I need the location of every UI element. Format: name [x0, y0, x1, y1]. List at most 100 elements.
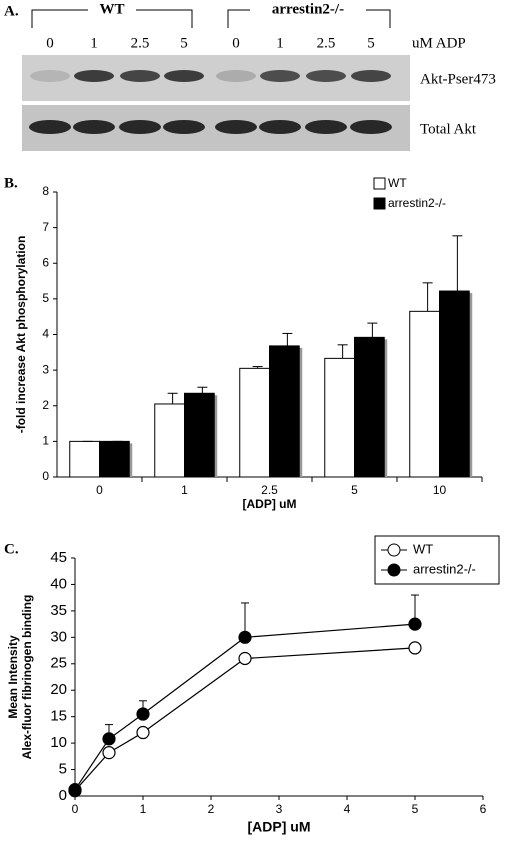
point: [102, 732, 116, 746]
y-axis-title: Alex-fluor fibrinogen binding: [20, 595, 34, 760]
bar: [99, 440, 130, 478]
bar: [354, 336, 385, 478]
band: [120, 70, 160, 82]
point: [238, 651, 252, 666]
bar: [409, 310, 440, 478]
legend-marker: [387, 563, 401, 577]
bar: [154, 403, 185, 478]
panel-label: A.: [4, 3, 19, 19]
series-line: [74, 623, 416, 790]
y-tick-label: 2: [42, 398, 49, 412]
y-tick-label: 40: [50, 575, 67, 592]
group-label: WT: [99, 1, 124, 17]
band: [351, 70, 391, 82]
lane-label: 1: [276, 35, 284, 51]
bar: [184, 392, 215, 478]
y-tick-label: 4: [42, 327, 49, 341]
x-axis-title: [ADP] uM: [248, 819, 311, 835]
bar: [269, 345, 300, 478]
y-tick-label: 30: [50, 628, 67, 645]
legend-marker: [387, 543, 401, 557]
legend-label: WT: [388, 176, 407, 190]
y-tick-label: 6: [42, 255, 49, 269]
lane-label: 5: [180, 35, 188, 51]
y-tick-label: 15: [50, 708, 67, 725]
point: [238, 630, 252, 644]
point: [102, 746, 116, 760]
group-bracket: [227, 9, 391, 28]
y-tick-label: 35: [50, 602, 67, 619]
x-tick-label: 1: [181, 483, 188, 497]
y-tick-label: 7: [42, 220, 49, 234]
point: [136, 725, 150, 740]
lane-label: 2.5: [317, 35, 336, 51]
y-tick-label: 1: [42, 434, 49, 448]
x-tick-label: 1: [140, 802, 147, 816]
row-label: Total Akt: [420, 121, 477, 137]
panel-label: B.: [4, 175, 18, 191]
y-tick-label: 25: [50, 655, 67, 672]
legend-swatch: [373, 177, 386, 190]
group-label: arrestin2-/-: [272, 1, 344, 17]
x-tick-label: 5: [412, 802, 419, 816]
band: [163, 120, 205, 134]
bar: [439, 290, 470, 478]
point: [408, 641, 422, 655]
lane-label: 1: [90, 35, 98, 51]
series-line: [74, 647, 416, 792]
x-tick-label: 2.5: [261, 483, 278, 497]
band: [215, 120, 257, 134]
point: [408, 617, 422, 631]
x-tick-label: 6: [480, 802, 487, 816]
band: [216, 70, 256, 82]
y-tick-label: 8: [42, 184, 49, 198]
legend-swatch: [373, 197, 386, 210]
x-tick-label: 0: [96, 483, 103, 497]
group-bracket: [31, 9, 193, 28]
bar: [324, 357, 355, 478]
lane-label: 5: [367, 35, 375, 51]
legend-label: arrestin2-/-: [388, 196, 446, 210]
legend-label: WT: [413, 541, 433, 556]
y-tick-label: 3: [42, 362, 49, 376]
y-tick-label: 45: [50, 549, 67, 566]
lane-label: 0: [232, 35, 240, 51]
legend-box: [374, 535, 500, 585]
band: [73, 120, 115, 134]
band: [259, 120, 301, 134]
point: [136, 707, 150, 721]
row-label: Akt-Pser473: [420, 71, 496, 87]
x-tick-label: 5: [351, 483, 358, 497]
bar: [239, 367, 270, 478]
x-axis-title: [ADP] uM: [243, 497, 297, 511]
unit-label: uM ADP: [412, 35, 466, 51]
x-tick-label: 2: [208, 802, 215, 816]
band: [164, 70, 204, 82]
band: [306, 70, 346, 82]
y-axis-title: -fold increase Akt phosphorylation: [14, 236, 28, 434]
band: [119, 120, 161, 134]
y-tick-label: 10: [50, 734, 67, 751]
band: [74, 70, 114, 82]
band: [30, 70, 70, 82]
y-tick-label: 0: [42, 469, 49, 483]
lane-label: 2.5: [131, 35, 150, 51]
band: [350, 120, 392, 134]
x-tick-label: 0: [72, 802, 79, 816]
y-tick-label: 5: [42, 291, 49, 305]
band: [260, 70, 300, 82]
y-axis-title: Mean Intensity: [6, 635, 20, 719]
x-tick-label: 4: [344, 802, 351, 816]
legend-label: arrestin2-/-: [413, 561, 476, 576]
x-tick-label: 3: [276, 802, 283, 816]
bar: [69, 440, 100, 478]
y-tick-label: 20: [50, 681, 67, 698]
y-tick-label: 5: [59, 761, 67, 778]
band: [305, 120, 347, 134]
x-tick-label: 10: [433, 483, 447, 497]
point: [68, 783, 82, 797]
y-tick-label: 0: [59, 787, 67, 804]
band: [29, 120, 71, 134]
lane-label: 0: [46, 35, 54, 51]
